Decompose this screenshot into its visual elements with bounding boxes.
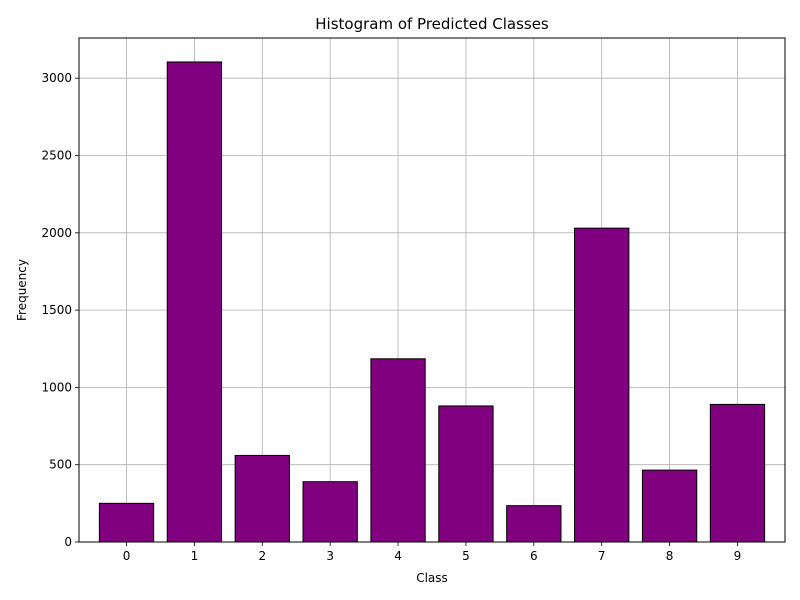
bar-class-5 xyxy=(438,405,494,543)
x-tick-label: 6 xyxy=(530,549,538,563)
bar-class-2 xyxy=(234,454,290,543)
y-tick-label: 3000 xyxy=(41,71,72,85)
x-tick-label: 7 xyxy=(598,549,606,563)
y-tick-label: 2500 xyxy=(41,148,72,162)
chart-title: Histogram of Predicted Classes xyxy=(315,15,549,33)
x-tick-label: 4 xyxy=(394,549,402,563)
ticks: 0 1 2 3 4 5 6 7 8 9 0 500 1000 1500 2000 2500 3000 xyxy=(41,71,741,563)
bar-class-7 xyxy=(574,227,630,543)
bar-class-6 xyxy=(506,505,562,543)
bar-class-0 xyxy=(98,502,155,543)
plot-area-frame xyxy=(78,37,786,543)
x-tick-label: 8 xyxy=(666,549,674,563)
bar-class-9 xyxy=(709,403,766,543)
bars xyxy=(98,61,766,543)
y-axis-label: Frequency xyxy=(15,259,29,321)
y-tick-label: 1500 xyxy=(41,303,72,317)
x-axis-label: Class xyxy=(416,571,448,585)
bar-class-3 xyxy=(302,481,358,543)
x-tick-label: 1 xyxy=(191,549,199,563)
x-tick-label: 5 xyxy=(462,549,470,563)
y-tick-label: 0 xyxy=(64,535,72,549)
x-tick-label: 2 xyxy=(258,549,266,563)
x-tick-label: 0 xyxy=(123,549,131,563)
y-tick-label: 500 xyxy=(49,458,72,472)
bar-class-1 xyxy=(166,61,223,543)
y-tick-label: 2000 xyxy=(41,226,72,240)
x-tick-label: 9 xyxy=(734,549,742,563)
y-tick-label: 1000 xyxy=(41,380,72,394)
bar-class-4 xyxy=(370,358,426,543)
x-tick-label: 3 xyxy=(326,549,334,563)
bar-class-8 xyxy=(641,469,698,543)
